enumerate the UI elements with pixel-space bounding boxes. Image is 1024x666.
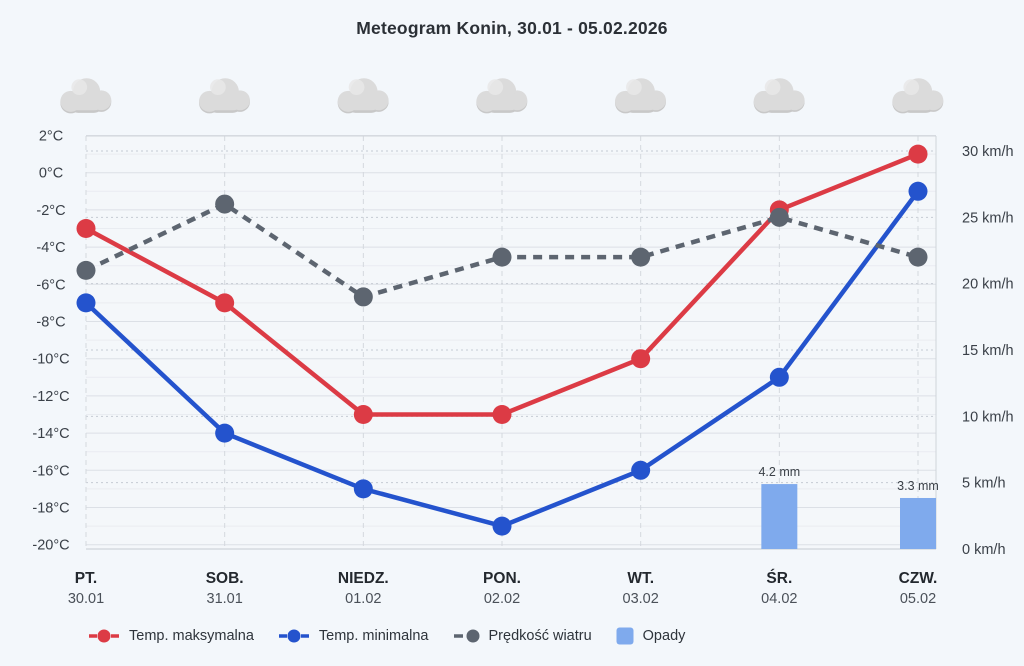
temp-max-point <box>215 293 235 313</box>
y-axis-tick-wind: 0 km/h <box>962 542 1006 558</box>
legend-item-temp-min[interactable]: Temp. minimalna <box>278 628 429 644</box>
cloud-icon <box>337 78 389 114</box>
wind-point <box>492 247 512 267</box>
wind-point <box>76 260 96 280</box>
cloud-icon <box>615 78 666 114</box>
y-axis-tick-wind: 5 km/h <box>962 476 1006 492</box>
x-axis-date-label: 05.02 <box>900 591 936 607</box>
legend-label-temp-min: Temp. minimalna <box>318 628 429 644</box>
x-axis-day-label: SOB. <box>206 570 244 587</box>
legend-label-wind: Prędkość wiatru <box>488 628 592 644</box>
y-axis-tick-temp: -4°C <box>36 240 65 256</box>
legend-label-precip: Opady <box>642 628 686 644</box>
y-axis-tick-temp: -10°C <box>32 352 69 368</box>
x-axis-date-label: 02.02 <box>484 591 520 607</box>
y-axis-tick-temp: -2°C <box>36 203 65 219</box>
temp-min-point <box>908 181 928 201</box>
cloud-icon <box>199 78 250 114</box>
x-axis-day-label: ŚR. <box>766 569 792 587</box>
x-axis-date-label: 01.02 <box>345 591 381 607</box>
chart-title: Meteogram Konin, 30.01 - 05.02.2026 <box>356 18 668 38</box>
temp-min-line-dot-icon <box>278 629 309 643</box>
cloud-icon <box>753 78 805 114</box>
temp-max-point <box>908 144 928 164</box>
y-axis-tick-temp: -20°C <box>32 538 69 554</box>
precip-bar <box>900 497 936 549</box>
wind-point <box>353 287 373 307</box>
x-axis-date-label: 03.02 <box>623 591 659 607</box>
legend-item-temp-max[interactable]: Temp. maksymalna <box>88 628 254 644</box>
weather-icon-cloudy <box>60 78 112 114</box>
weather-icon-cloudy <box>892 78 944 114</box>
legend-item-precip[interactable]: Opady <box>616 627 686 645</box>
temp-min-point <box>353 479 373 499</box>
temp-min-point <box>215 423 235 443</box>
wind-point <box>908 247 928 267</box>
y-axis-tick-temp: 2°C <box>39 129 63 145</box>
y-axis-tick-temp: -12°C <box>32 389 69 405</box>
weather-icon-cloudy <box>753 78 805 114</box>
temp-min-point <box>76 293 96 313</box>
y-axis-tick-wind: 30 km/h <box>962 144 1014 160</box>
y-axis-tick-temp: -6°C <box>36 277 65 293</box>
cloud-icon <box>476 78 528 114</box>
y-axis-tick-wind: 20 km/h <box>962 277 1014 293</box>
y-axis-tick-temp: -8°C <box>36 315 65 331</box>
temp-max-point <box>631 349 651 369</box>
temp-min-point <box>769 367 789 387</box>
x-axis-date-label: 31.01 <box>207 591 243 607</box>
wind-dash-dot-icon <box>453 629 479 643</box>
cloud-icon <box>60 78 112 114</box>
y-axis-tick-temp: -16°C <box>32 463 69 479</box>
temp-max-point <box>76 219 96 238</box>
legend-label-temp-max: Temp. maksymalna <box>129 628 254 644</box>
temp-max-point <box>353 405 373 424</box>
weather-icon-cloudy <box>476 78 528 114</box>
temp-min-point <box>631 460 651 480</box>
wind-point <box>769 207 789 227</box>
y-axis-tick-temp: -14°C <box>32 426 69 442</box>
precipitation-square-icon <box>616 627 634 645</box>
x-axis-date-label: 04.02 <box>761 591 797 607</box>
y-axis-tick-wind: 10 km/h <box>962 409 1014 425</box>
x-axis-day-label: WT. <box>627 570 654 587</box>
y-axis-tick-wind: 15 km/h <box>962 343 1014 359</box>
weather-icon-cloudy <box>337 78 389 114</box>
precip-bar-label: 3.3 mm <box>897 479 939 493</box>
x-axis-day-label: PON. <box>483 570 521 587</box>
precip-bar <box>761 484 798 549</box>
temp-max-line-dot-icon <box>89 629 119 643</box>
x-axis-day-label: CZW. <box>899 570 938 587</box>
y-axis-tick-wind: 25 km/h <box>962 210 1014 226</box>
cloud-icon <box>892 78 944 114</box>
temp-max-point <box>492 405 512 424</box>
x-axis-date-label: 30.01 <box>68 591 104 607</box>
y-axis-tick-temp: 0°C <box>39 166 63 182</box>
wind-point <box>215 194 235 214</box>
weather-icon-cloudy <box>199 78 250 114</box>
weather-icon-cloudy <box>615 78 666 114</box>
precip-bar-label: 4.2 mm <box>758 465 800 479</box>
temp-min-point <box>492 516 512 536</box>
legend-item-wind[interactable]: Prędkość wiatru <box>453 628 592 644</box>
y-axis-tick-temp: -18°C <box>32 501 69 517</box>
x-axis-day-label: PT. <box>75 570 97 587</box>
x-axis-day-label: NIEDZ. <box>338 570 389 587</box>
chart-legend: Temp. maksymalna Temp. minimalna Prędkoś… <box>88 625 685 647</box>
wind-point <box>631 247 651 267</box>
